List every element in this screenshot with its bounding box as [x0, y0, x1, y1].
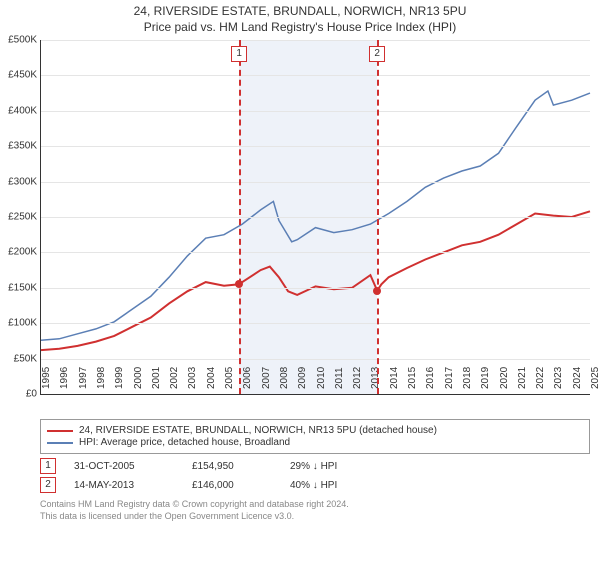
event-delta: 29% ↓ HPI — [290, 461, 380, 472]
chart-area: £0£50K£100K£150K£200K£250K£300K£350K£400… — [40, 40, 590, 415]
gridline — [41, 75, 590, 76]
x-tick-label: 2024 — [572, 367, 583, 389]
x-tick-label: 1995 — [41, 367, 52, 389]
x-tick-label: 2000 — [133, 367, 144, 389]
x-tick-label: 2017 — [444, 367, 455, 389]
x-tick-label: 2013 — [370, 367, 381, 389]
gridline — [41, 40, 590, 41]
event-dot — [373, 287, 381, 295]
x-tick-label: 2006 — [242, 367, 253, 389]
gridline — [41, 323, 590, 324]
gridline — [41, 288, 590, 289]
event-row: 1 31-OCT-2005 £154,950 29% ↓ HPI — [40, 458, 590, 474]
y-tick-label: £50K — [1, 353, 37, 364]
x-tick-label: 2004 — [206, 367, 217, 389]
event-line — [239, 40, 241, 394]
y-tick-label: £500K — [1, 35, 37, 46]
x-tick-label: 1999 — [114, 367, 125, 389]
legend-item: 24, RIVERSIDE ESTATE, BRUNDALL, NORWICH,… — [47, 425, 583, 436]
events-table: 1 31-OCT-2005 £154,950 29% ↓ HPI 2 14-MA… — [40, 458, 590, 493]
x-tick-label: 2008 — [279, 367, 290, 389]
event-marker-icon: 2 — [40, 477, 56, 493]
y-tick-label: £150K — [1, 282, 37, 293]
event-date: 31-OCT-2005 — [74, 461, 174, 472]
y-tick-label: £200K — [1, 247, 37, 258]
gridline — [41, 111, 590, 112]
legend-swatch — [47, 430, 73, 432]
x-tick-label: 1997 — [78, 367, 89, 389]
event-marker-icon: 1 — [231, 46, 247, 62]
legend-label: HPI: Average price, detached house, Broa… — [79, 437, 290, 448]
event-line — [377, 40, 379, 394]
event-date: 14-MAY-2013 — [74, 480, 174, 491]
x-tick-label: 2014 — [389, 367, 400, 389]
event-dot — [235, 280, 243, 288]
event-price: £154,950 — [192, 461, 272, 472]
y-tick-label: £250K — [1, 212, 37, 223]
event-marker-icon: 1 — [40, 458, 56, 474]
y-tick-label: £100K — [1, 318, 37, 329]
x-tick-label: 2018 — [462, 367, 473, 389]
x-tick-label: 2003 — [187, 367, 198, 389]
y-tick-label: £0 — [1, 389, 37, 400]
legend-swatch — [47, 442, 73, 444]
x-tick-label: 2011 — [334, 367, 345, 389]
x-tick-label: 2009 — [297, 367, 308, 389]
y-tick-label: £450K — [1, 70, 37, 81]
series-hpi — [41, 91, 590, 340]
gridline — [41, 359, 590, 360]
series-price_paid — [41, 211, 590, 350]
y-tick-label: £400K — [1, 105, 37, 116]
attribution-line: This data is licensed under the Open Gov… — [40, 511, 590, 523]
legend-label: 24, RIVERSIDE ESTATE, BRUNDALL, NORWICH,… — [79, 425, 437, 436]
gridline — [41, 252, 590, 253]
x-tick-label: 2019 — [480, 367, 491, 389]
attribution: Contains HM Land Registry data © Crown c… — [40, 499, 590, 522]
plot-region: £0£50K£100K£150K£200K£250K£300K£350K£400… — [40, 40, 590, 395]
gridline — [41, 182, 590, 183]
event-delta: 40% ↓ HPI — [290, 480, 380, 491]
legend: 24, RIVERSIDE ESTATE, BRUNDALL, NORWICH,… — [40, 419, 590, 454]
x-tick-label: 2022 — [535, 367, 546, 389]
event-marker-icon: 2 — [369, 46, 385, 62]
x-tick-label: 2010 — [316, 367, 327, 389]
x-tick-label: 2015 — [407, 367, 418, 389]
x-tick-label: 1996 — [59, 367, 70, 389]
y-tick-label: £300K — [1, 176, 37, 187]
x-tick-label: 2005 — [224, 367, 235, 389]
attribution-line: Contains HM Land Registry data © Crown c… — [40, 499, 590, 511]
event-price: £146,000 — [192, 480, 272, 491]
x-tick-label: 2025 — [590, 367, 600, 389]
x-tick-label: 2016 — [425, 367, 436, 389]
gridline — [41, 217, 590, 218]
event-row: 2 14-MAY-2013 £146,000 40% ↓ HPI — [40, 477, 590, 493]
x-tick-label: 2023 — [553, 367, 564, 389]
page-title: 24, RIVERSIDE ESTATE, BRUNDALL, NORWICH,… — [0, 4, 600, 18]
gridline — [41, 146, 590, 147]
x-tick-label: 2002 — [169, 367, 180, 389]
x-tick-label: 1998 — [96, 367, 107, 389]
x-tick-label: 2021 — [517, 367, 528, 389]
x-tick-label: 2012 — [352, 367, 363, 389]
x-tick-label: 2007 — [261, 367, 272, 389]
x-tick-label: 2020 — [499, 367, 510, 389]
y-tick-label: £350K — [1, 141, 37, 152]
legend-item: HPI: Average price, detached house, Broa… — [47, 437, 583, 448]
x-tick-label: 2001 — [151, 367, 162, 389]
page-subtitle: Price paid vs. HM Land Registry's House … — [0, 20, 600, 34]
